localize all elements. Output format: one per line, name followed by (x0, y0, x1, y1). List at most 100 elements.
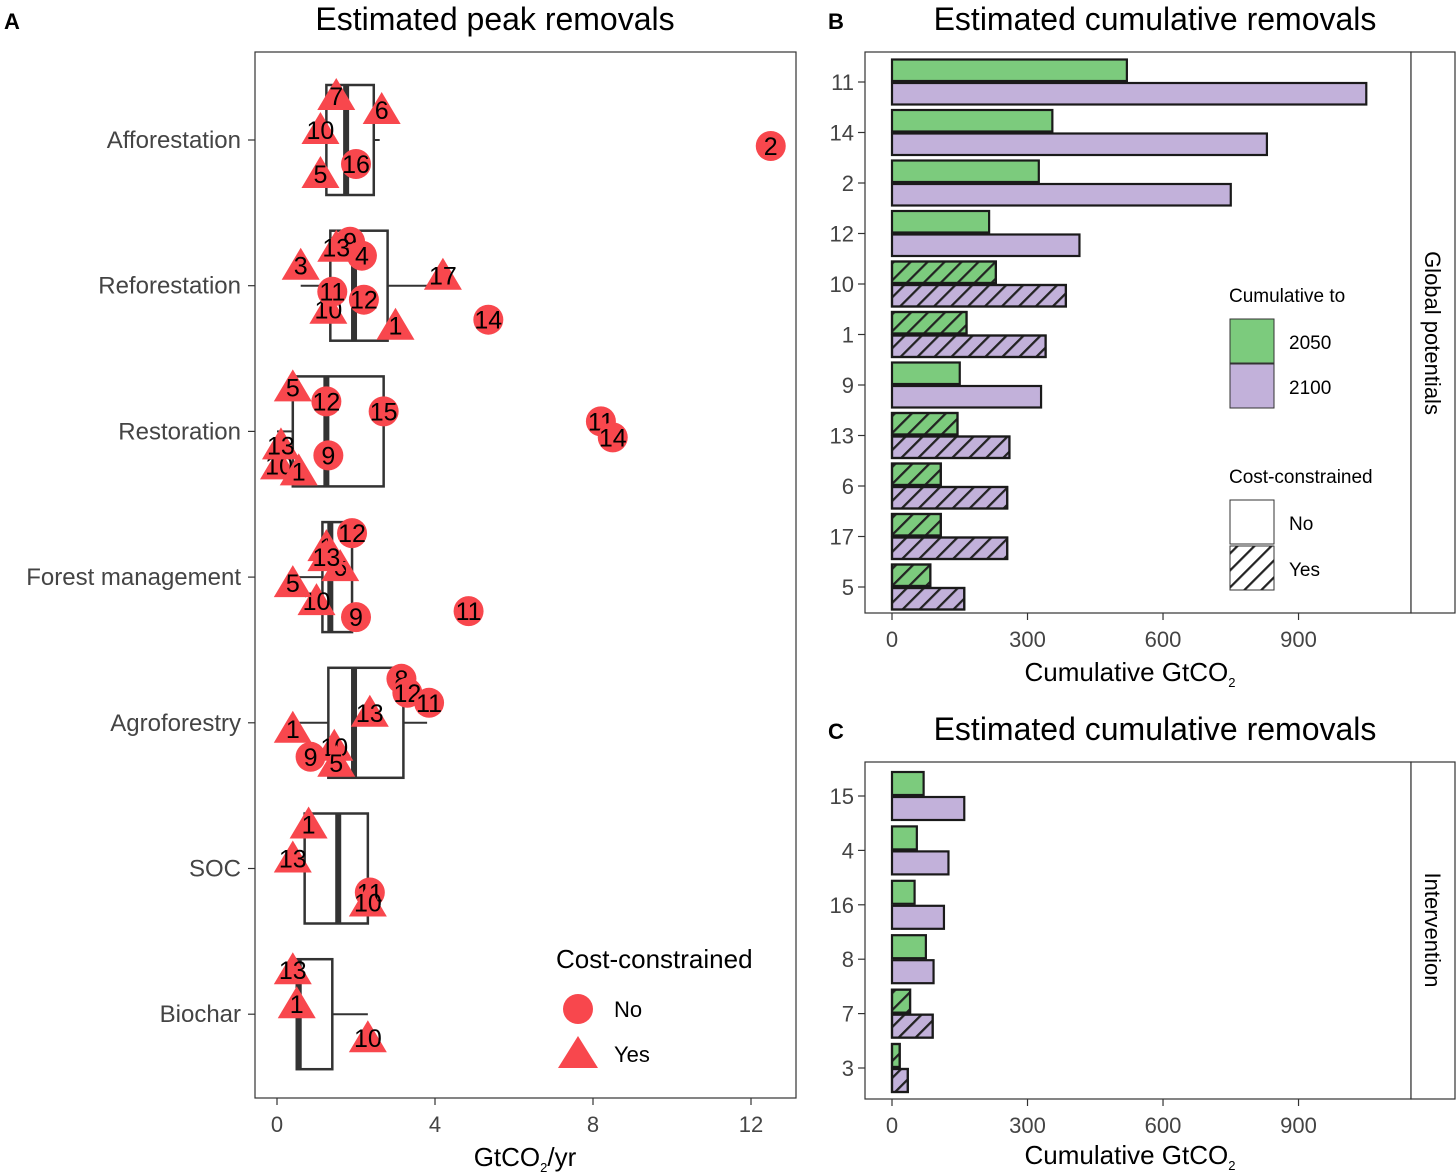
panel-a-legend-title: Cost-constrained (556, 944, 753, 974)
category-label-3: 3 (842, 1056, 854, 1081)
panel-c: Estimated cumulative removals Interventi… (830, 711, 1456, 1173)
point-restoration-13: 13 (261, 427, 300, 460)
bar-hatch (890, 462, 942, 487)
triangle-marker (350, 694, 389, 727)
panel-a-title: Estimated peak removals (315, 1, 674, 37)
x-tick-label-600: 600 (1145, 627, 1182, 652)
category-label-13: 13 (830, 424, 854, 449)
panel-b-legend: Cumulative to 2050 2100 Cost-constrained… (1229, 286, 1373, 591)
box (291, 375, 385, 488)
triangle-marker (376, 307, 415, 340)
point-agroforestry-13: 13 (350, 694, 389, 728)
bar-14-2050 (890, 108, 1054, 133)
category-label-17: 17 (830, 525, 854, 550)
point-forest-management-10: 10 (297, 583, 336, 616)
point-reforestation-12: 12 (348, 284, 379, 315)
point-restoration-14: 14 (597, 422, 628, 453)
category-label-4: 4 (842, 838, 854, 863)
bar-3-2100 (890, 1067, 909, 1094)
bar-hatch (890, 1013, 934, 1039)
point-forest-management-9: 9 (341, 602, 371, 633)
bar-6-2050 (890, 462, 942, 487)
point-label: 1 (292, 458, 306, 486)
point-label: 13 (279, 957, 307, 985)
bar-hatch (890, 435, 1011, 460)
bar-12-2050 (890, 209, 991, 234)
triangle-marker (362, 92, 401, 124)
panel-b-facet-label: Global potentials (1420, 251, 1445, 415)
x-tick-label-300: 300 (1009, 627, 1046, 652)
point-label: 12 (350, 287, 378, 315)
bar-4-2050 (890, 825, 918, 851)
point-label: 1 (302, 812, 316, 840)
point-label: 12 (338, 520, 366, 548)
category-label-reforestation: Reforestation (98, 273, 241, 300)
bar-fill (890, 879, 916, 905)
panel-a-x-ticks: 0 4 8 12 (271, 1098, 763, 1137)
point-label: 4 (355, 243, 369, 271)
category-label-2: 2 (842, 171, 854, 196)
category-label-16: 16 (830, 893, 854, 918)
triangle-marker (273, 710, 312, 743)
bar-11-2050 (890, 58, 1128, 83)
legend-no-circle-marker (563, 994, 593, 1024)
point-label: 14 (474, 307, 502, 335)
panel-a-legend-no-label: No (614, 997, 642, 1022)
bar-hatch (890, 512, 942, 537)
bar-9-2050 (890, 361, 961, 386)
bar-hatch (890, 586, 966, 611)
bar-15-2100 (890, 795, 966, 822)
x-tick-label-0: 0 (271, 1112, 283, 1137)
point-afforestation-6: 6 (362, 92, 401, 125)
bar-fill (890, 81, 1368, 106)
triangle-marker (297, 583, 336, 616)
legend-cumulative-title: Cumulative to (1229, 286, 1345, 307)
point-restoration-1: 1 (279, 453, 318, 486)
panel-c-title: Estimated cumulative removals (934, 711, 1377, 747)
triangle-marker (273, 840, 312, 873)
x-tick-label-4: 4 (429, 1112, 441, 1137)
legend-2050-swatch (1229, 318, 1275, 364)
category-label-12: 12 (830, 222, 854, 247)
bar-9-2100 (890, 384, 1043, 409)
bar-hatch (890, 1067, 909, 1094)
point-label: 13 (312, 544, 340, 572)
point-forest-management-5: 5 (273, 565, 312, 598)
point-label: 1 (389, 313, 403, 341)
category-label-10: 10 (830, 272, 854, 297)
point-reforestation-3: 3 (281, 247, 320, 281)
legend-cost-no-label: No (1289, 514, 1313, 535)
point-label: 10 (354, 1025, 382, 1053)
category-label-1: 1 (842, 323, 854, 348)
circle-marker (341, 602, 371, 633)
point-label: 17 (429, 263, 457, 291)
bar-3-2050 (890, 1042, 901, 1069)
x-tick-label-600: 600 (1145, 1113, 1182, 1138)
triangle-marker (317, 78, 356, 110)
bar-hatch (890, 411, 959, 436)
category-label-agroforestry: Agroforestry (110, 710, 241, 737)
x-tick-label-0: 0 (886, 627, 898, 652)
bar-2-2050 (890, 159, 1040, 184)
triangle-marker (277, 986, 316, 1019)
point-label: 13 (267, 432, 295, 460)
bar-hatch (890, 563, 932, 588)
circle-marker (311, 386, 342, 417)
legend-2100-label: 2100 (1289, 378, 1331, 399)
category-label-11: 11 (831, 70, 854, 95)
bar-10-2050 (890, 260, 997, 285)
point-reforestation-17: 17 (423, 257, 462, 291)
bar-fill (890, 904, 946, 930)
panel-c-bars (890, 770, 966, 1094)
legend-cost-yes-label: Yes (1289, 560, 1320, 581)
point-label: 5 (286, 374, 300, 402)
category-label-7: 7 (842, 1002, 854, 1027)
bar-fill (890, 825, 918, 851)
bar-fill (890, 770, 925, 797)
circle-marker (348, 284, 379, 315)
bar-16-2050 (890, 879, 916, 905)
bar-7-2100 (890, 1013, 934, 1039)
panel-letter-c: C (828, 719, 844, 744)
panel-b-category-labels: 11 14 2 12 10 1 9 13 6 17 5 (830, 70, 865, 600)
